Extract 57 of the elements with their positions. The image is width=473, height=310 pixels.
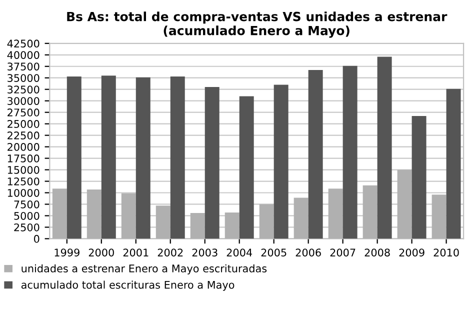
x-tick-label: 2008 [364, 248, 390, 256]
bar [204, 87, 220, 239]
bar [86, 190, 102, 239]
bar [397, 170, 412, 239]
bar [66, 76, 82, 239]
y-tick-label: 22500 [8, 132, 40, 140]
y-tick-label: 25000 [8, 120, 40, 128]
bar [328, 188, 343, 239]
bar [121, 193, 136, 239]
x-tick-label: 1999 [54, 248, 80, 256]
y-tick-label: 10000 [8, 188, 40, 197]
chart-title: Bs As: total de compra-ventas VS unidades a estrenar (acumulado Enero a Mayo) [67, 12, 448, 38]
bar [362, 185, 378, 239]
y-tick-label: 2500 [14, 223, 40, 232]
x-tick-label: 2006 [296, 248, 321, 256]
bar [170, 76, 185, 239]
x-tick-label: 2003 [192, 248, 218, 256]
bar [239, 96, 254, 239]
y-tick-label: 37500 [8, 62, 40, 70]
bar [308, 70, 323, 239]
x-tick-label: 2007 [330, 248, 356, 256]
y-tick-label: 17500 [8, 154, 40, 162]
y-tick-label: 15000 [8, 166, 40, 174]
bar [432, 194, 446, 239]
x-tick-label: 2002 [158, 248, 183, 256]
bar [446, 88, 461, 239]
y-tick-label: 42500 [7, 40, 40, 48]
bar [342, 66, 358, 239]
y-tick-label: 0 [34, 234, 40, 243]
y-tick-label: 30000 [8, 97, 40, 105]
y-tick-label: 35000 [8, 74, 40, 82]
bar [190, 212, 205, 239]
y-tick-label: 12500 [8, 177, 40, 186]
bar [52, 188, 67, 239]
x-tick-label: 2004 [226, 248, 252, 256]
bar [377, 56, 392, 239]
bar [224, 212, 240, 239]
x-tick-label: 2005 [261, 248, 286, 256]
x-tick-label: 2009 [399, 248, 424, 256]
x-tick-label: 2000 [88, 248, 114, 256]
legend-label: acumulado total escrituras Enero a Mayo [21, 280, 234, 291]
bar [412, 116, 426, 239]
legend-label: unidades a estrenar Enero a Mayo escrituradas [22, 264, 267, 274]
x-tick-label: 2010 [434, 248, 459, 256]
y-tick-label: 7500 [14, 200, 40, 208]
bar [294, 198, 308, 239]
x-tick-label: 2001 [123, 248, 148, 256]
bar [156, 206, 170, 239]
bar [259, 204, 274, 239]
bar [101, 76, 116, 239]
y-tick-label: 32500 [8, 86, 40, 94]
y-tick-label: 27500 [8, 108, 40, 116]
bar [136, 77, 150, 239]
bar [274, 84, 288, 239]
y-tick-label: 40000 [7, 51, 40, 59]
y-tick-label: 5000 [14, 212, 40, 220]
y-tick-label: 20000 [8, 143, 40, 151]
